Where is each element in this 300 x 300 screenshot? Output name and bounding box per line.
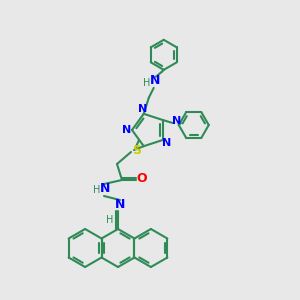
Text: N: N <box>138 104 147 114</box>
Text: N: N <box>100 182 110 194</box>
Text: S: S <box>133 143 142 157</box>
Text: N: N <box>122 125 132 135</box>
Text: H: H <box>93 185 101 195</box>
Text: H: H <box>106 215 114 225</box>
Text: N: N <box>150 74 160 87</box>
Text: H: H <box>143 78 150 88</box>
Text: N: N <box>162 138 171 148</box>
Text: O: O <box>137 172 147 185</box>
Text: N: N <box>172 116 182 126</box>
Text: N: N <box>115 197 125 211</box>
